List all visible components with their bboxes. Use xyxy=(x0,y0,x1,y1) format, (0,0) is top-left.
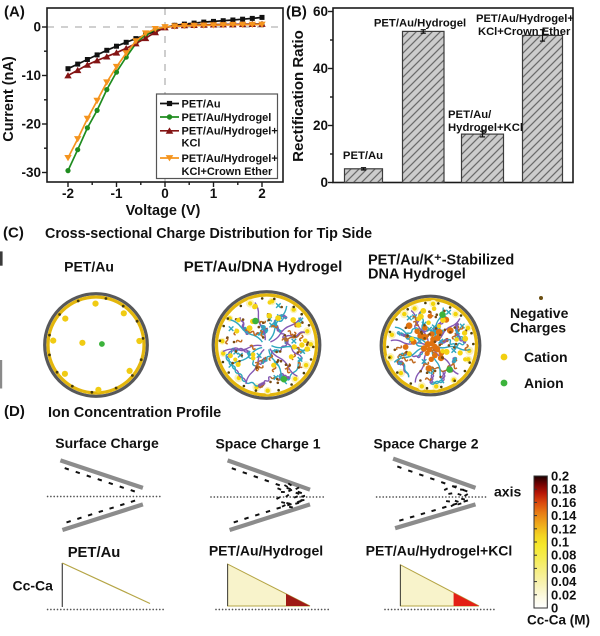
svg-text:Cross-sectional Charge Distrib: Cross-sectional Charge Distribution for … xyxy=(45,226,372,242)
svg-text:Surface Charge: Surface Charge xyxy=(55,435,159,451)
svg-text:PET/Au: PET/Au xyxy=(64,259,114,275)
svg-text:KCl: KCl xyxy=(182,137,201,149)
svg-text:Cc-Ca (M): Cc-Ca (M) xyxy=(527,613,590,628)
svg-text:DNA Hydrogel: DNA Hydrogel xyxy=(368,267,466,283)
svg-text:(B): (B) xyxy=(286,4,307,21)
svg-text:(D): (D) xyxy=(4,403,25,420)
svg-text:axis: axis xyxy=(494,484,521,500)
svg-text:KCl+Crown Ether: KCl+Crown Ether xyxy=(478,26,571,38)
svg-text:PET/Au/DNA Hydrogel: PET/Au/DNA Hydrogel xyxy=(184,259,343,276)
svg-text:PET/Au: PET/Au xyxy=(182,98,221,110)
svg-text:-1: -1 xyxy=(110,186,122,201)
svg-text:Cc-Ca: Cc-Ca xyxy=(13,578,54,594)
svg-text:40: 40 xyxy=(313,61,328,76)
svg-text:(A): (A) xyxy=(4,4,25,21)
svg-text:PET/Au/Hydrogel+: PET/Au/Hydrogel+ xyxy=(182,126,278,138)
svg-text:PET/Au/: PET/Au/ xyxy=(448,109,492,121)
svg-text:Hydrogel+KCl: Hydrogel+KCl xyxy=(448,122,523,134)
svg-text:1: 1 xyxy=(210,186,218,201)
svg-text:Ion Concentration Profile: Ion Concentration Profile xyxy=(48,405,221,421)
svg-text:-10: -10 xyxy=(21,68,41,83)
svg-text:Current (nA): Current (nA) xyxy=(1,56,17,142)
svg-text:-20: -20 xyxy=(21,117,41,132)
svg-text:20: 20 xyxy=(313,118,328,133)
svg-text:(C): (C) xyxy=(3,225,24,242)
svg-text:Rectification Ratio: Rectification Ratio xyxy=(290,30,307,162)
svg-text:Anion: Anion xyxy=(524,375,564,391)
svg-text:Space Charge 1: Space Charge 1 xyxy=(215,436,320,452)
svg-text:-2: -2 xyxy=(62,186,74,201)
svg-text:PET/Au/Hydrogel: PET/Au/Hydrogel xyxy=(374,18,466,30)
svg-text:KCl+Crown Ether: KCl+Crown Ether xyxy=(182,166,273,178)
svg-text:PET/Au/Hydrogel: PET/Au/Hydrogel xyxy=(209,543,323,559)
svg-text:0: 0 xyxy=(161,186,169,201)
svg-text:Cation: Cation xyxy=(524,349,568,365)
svg-text:Voltage (V): Voltage (V) xyxy=(126,203,201,219)
svg-text:-30: -30 xyxy=(21,165,41,180)
svg-text:PET/Au: PET/Au xyxy=(68,545,121,561)
svg-text:60: 60 xyxy=(313,4,328,19)
svg-text:PET/Au/Hydrogel: PET/Au/Hydrogel xyxy=(182,112,272,124)
svg-text:Charges: Charges xyxy=(510,320,566,336)
svg-text:2: 2 xyxy=(258,186,266,201)
svg-text:Space Charge 2: Space Charge 2 xyxy=(373,436,478,452)
svg-text:0: 0 xyxy=(33,20,41,35)
svg-text:PET/Au/Hydrogel+: PET/Au/Hydrogel+ xyxy=(182,153,278,165)
svg-text:PET/Au/Hydrogel+KCl: PET/Au/Hydrogel+KCl xyxy=(366,543,513,559)
svg-text:0: 0 xyxy=(320,175,328,190)
svg-text:PET/Au/Hydrogel+: PET/Au/Hydrogel+ xyxy=(476,13,574,25)
svg-text:PET/Au: PET/Au xyxy=(343,150,383,162)
